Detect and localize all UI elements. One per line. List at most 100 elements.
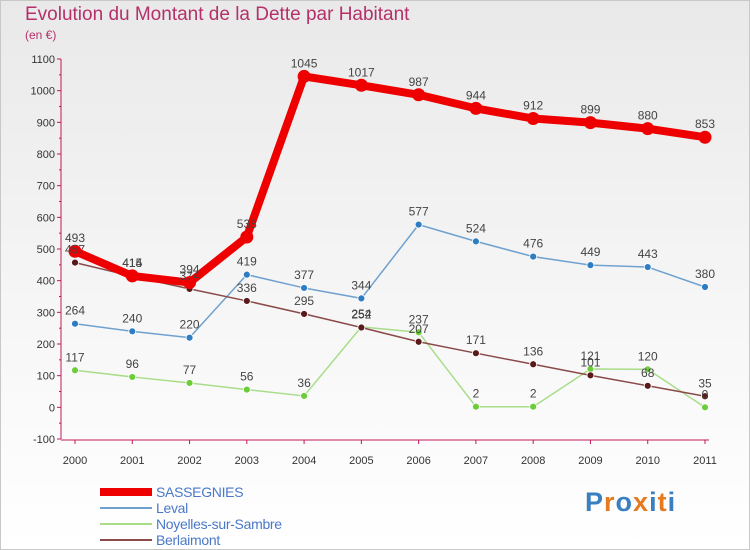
x-tick-label: 2007 — [464, 455, 488, 467]
data-label: 0 — [702, 387, 709, 401]
data-label: 1017 — [348, 65, 375, 79]
x-tick-label: 2010 — [635, 455, 659, 467]
data-label: 380 — [695, 267, 715, 281]
data-point — [701, 392, 709, 401]
data-point — [185, 333, 194, 342]
legend-label: Berlaimont — [156, 532, 220, 548]
data-point — [529, 252, 538, 261]
data-point — [469, 101, 483, 115]
data-label: 240 — [122, 311, 142, 325]
data-label: 880 — [638, 109, 658, 123]
data-label: 56 — [240, 370, 254, 384]
data-point — [71, 366, 79, 375]
data-point — [643, 365, 652, 374]
chart-title: Evolution du Montant de la Dette par Hab… — [25, 4, 410, 25]
data-label: 944 — [466, 88, 486, 102]
data-point — [71, 319, 79, 328]
legend-item: Leval — [100, 500, 360, 516]
data-point — [643, 381, 652, 390]
data-point — [529, 402, 538, 411]
data-point — [414, 337, 423, 346]
series-line — [71, 72, 709, 287]
data-label: 295 — [294, 294, 314, 308]
x-tick-label: 2000 — [63, 455, 87, 467]
data-point — [297, 69, 311, 83]
data-point — [125, 269, 139, 283]
x-tick-label: 2006 — [406, 455, 430, 467]
data-label: 524 — [466, 221, 486, 235]
data-label: 237 — [409, 312, 429, 326]
y-tick-label: 0 — [49, 402, 55, 414]
data-point — [242, 297, 251, 305]
legend-swatch — [100, 523, 152, 525]
legend-item: SASSEGNIES — [100, 484, 360, 500]
data-point — [128, 327, 137, 336]
legend-label: Noyelles-sur-Sambre — [156, 516, 282, 532]
data-point — [698, 130, 712, 144]
data-point — [414, 328, 423, 337]
legend-label: Leval — [156, 500, 188, 516]
brand-logo: Proxiti — [585, 487, 676, 518]
brand-letter: o — [615, 487, 634, 517]
data-label: 449 — [580, 245, 600, 259]
data-point — [71, 258, 79, 267]
y-tick-label: 700 — [37, 181, 55, 193]
legend-item: Berlaimont — [100, 532, 360, 548]
data-label: 457 — [65, 243, 85, 257]
data-point — [128, 373, 137, 381]
series-line — [74, 223, 706, 339]
x-tick-label: 2003 — [235, 455, 259, 467]
data-point — [357, 323, 366, 332]
data-label: 853 — [695, 117, 715, 131]
data-point — [242, 385, 251, 394]
data-label: 207 — [409, 322, 429, 336]
legend-swatch — [100, 539, 152, 541]
data-label: 538 — [237, 217, 257, 231]
data-label: 476 — [523, 237, 543, 251]
data-point — [300, 392, 308, 400]
data-label: 419 — [237, 255, 257, 269]
legend-swatch — [100, 488, 152, 496]
data-label: 577 — [409, 205, 429, 219]
data-label: 136 — [523, 344, 543, 358]
y-tick-label: 300 — [37, 307, 55, 319]
brand-letter: i — [649, 487, 658, 517]
data-label: 374 — [180, 269, 200, 283]
data-label: 252 — [351, 308, 371, 322]
chart-legend: SASSEGNIES Leval Noyelles-sur-Sambre Berlai… — [100, 484, 360, 548]
data-point — [583, 116, 597, 130]
data-point — [643, 263, 652, 271]
data-label: 220 — [180, 318, 200, 332]
data-label: 2 — [473, 387, 480, 401]
data-point — [526, 112, 540, 126]
data-label: 171 — [466, 333, 486, 347]
data-point — [586, 371, 595, 380]
data-label: 117 — [65, 350, 84, 364]
y-tick-label: 600 — [37, 212, 55, 224]
data-point — [185, 379, 194, 387]
data-point — [68, 244, 82, 258]
data-label: 336 — [237, 281, 257, 295]
data-point — [357, 294, 366, 303]
data-label: 2 — [530, 387, 537, 401]
data-label: 415 — [122, 256, 142, 270]
data-point — [472, 402, 480, 411]
data-label: 120 — [638, 349, 658, 363]
y-tick-label: 1100 — [31, 54, 55, 66]
data-label: 1045 — [291, 56, 318, 70]
data-point — [472, 237, 480, 246]
y-tick-label: -100 — [33, 434, 55, 446]
data-label: 394 — [180, 263, 200, 277]
data-point — [240, 230, 254, 244]
brand-letter: P — [585, 487, 605, 517]
y-tick-label: 500 — [37, 244, 55, 256]
data-label: 101 — [580, 355, 600, 369]
legend-label: SASSEGNIES — [156, 484, 244, 500]
data-point — [701, 403, 709, 412]
data-label: 377 — [294, 268, 314, 282]
brand-letter: x — [633, 487, 650, 517]
data-label: 68 — [641, 366, 655, 380]
x-tick-label: 2005 — [349, 455, 373, 467]
data-label: 254 — [351, 307, 371, 321]
x-tick-label: 2002 — [177, 455, 201, 467]
